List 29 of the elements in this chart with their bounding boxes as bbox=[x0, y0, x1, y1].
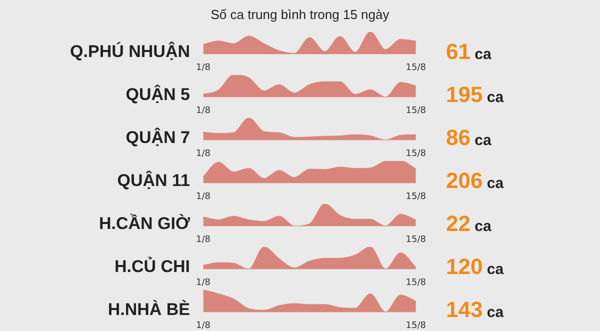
text: 120 ca bbox=[446, 254, 504, 278]
y-axis-title: QUẬN 5 bbox=[124, 84, 191, 104]
y-axis-title: QUẬN 7 bbox=[124, 128, 191, 148]
y-axis-title: Q.PHÚ NHUẬN bbox=[69, 42, 191, 62]
text: 22 ca bbox=[446, 210, 492, 236]
text: 61 ca bbox=[446, 38, 492, 64]
text: 206 ca bbox=[446, 168, 504, 192]
x-tick-label: 15/8 bbox=[406, 320, 426, 331]
y-axis-title: QUẬN 11 bbox=[116, 170, 191, 190]
x-tick-label: 1/8 bbox=[196, 234, 211, 245]
chart-title: Số ca trung bình trong 15 ngày bbox=[210, 6, 390, 24]
x-tick-label: 15/8 bbox=[406, 234, 426, 245]
x-tick-label: 1/8 bbox=[196, 62, 211, 73]
x-tick-label: 15/8 bbox=[406, 148, 426, 159]
x-tick-label: 1/8 bbox=[196, 106, 211, 116]
x-tick-label: 1/8 bbox=[196, 320, 211, 331]
y-axis-title: H.CỦ CHI bbox=[113, 256, 191, 276]
x-tick-label: 1/8 bbox=[196, 192, 211, 202]
y-axis-title: H.CẦN GIỜ bbox=[98, 214, 191, 234]
x-tick-label: 15/8 bbox=[406, 62, 426, 73]
x-tick-label: 1/8 bbox=[196, 278, 211, 288]
x-tick-label: 1/8 bbox=[196, 148, 211, 159]
y-axis-title: H.NHÀ BÈ bbox=[106, 300, 191, 320]
text: 86 ca bbox=[446, 124, 492, 150]
x-tick-label: 15/8 bbox=[406, 278, 426, 288]
x-tick-label: 15/8 bbox=[406, 106, 426, 116]
text: 143 ca bbox=[446, 296, 504, 322]
x-tick-label: 15/8 bbox=[406, 192, 426, 202]
text: 195 ca bbox=[446, 82, 504, 106]
